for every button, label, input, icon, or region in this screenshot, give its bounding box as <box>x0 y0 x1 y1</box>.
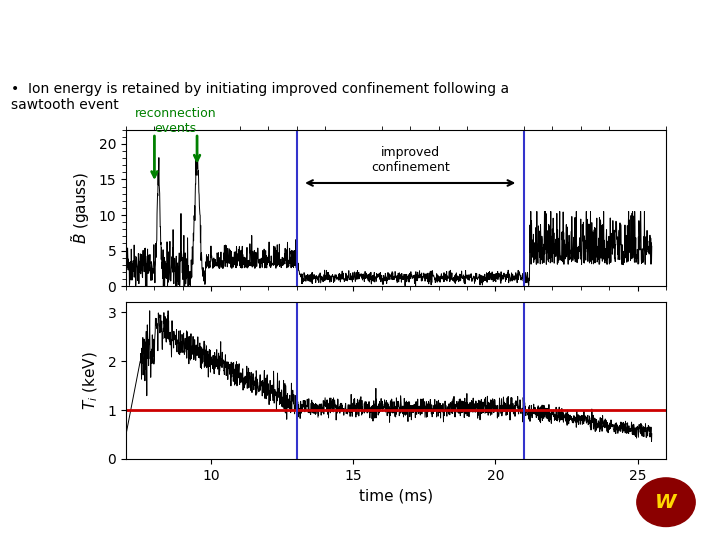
Text: •  Ion energy is retained by initiating improved confinement following a
sawtoot: • Ion energy is retained by initiating i… <box>11 82 509 112</box>
X-axis label: time (ms): time (ms) <box>359 488 433 503</box>
Y-axis label: $T_i$ (keV): $T_i$ (keV) <box>82 352 101 410</box>
Text: reconnection
events: reconnection events <box>135 107 217 136</box>
Text: improved
confinement: improved confinement <box>371 146 449 174</box>
Text: Reconnection-heating is exploited to achieve Ti ~ 1 keV in
enhanced confinement : Reconnection-heating is exploited to ach… <box>11 16 601 55</box>
Y-axis label: $\tilde{B}$ (gauss): $\tilde{B}$ (gauss) <box>69 172 91 244</box>
Circle shape <box>637 478 696 526</box>
Text: W: W <box>655 492 677 512</box>
